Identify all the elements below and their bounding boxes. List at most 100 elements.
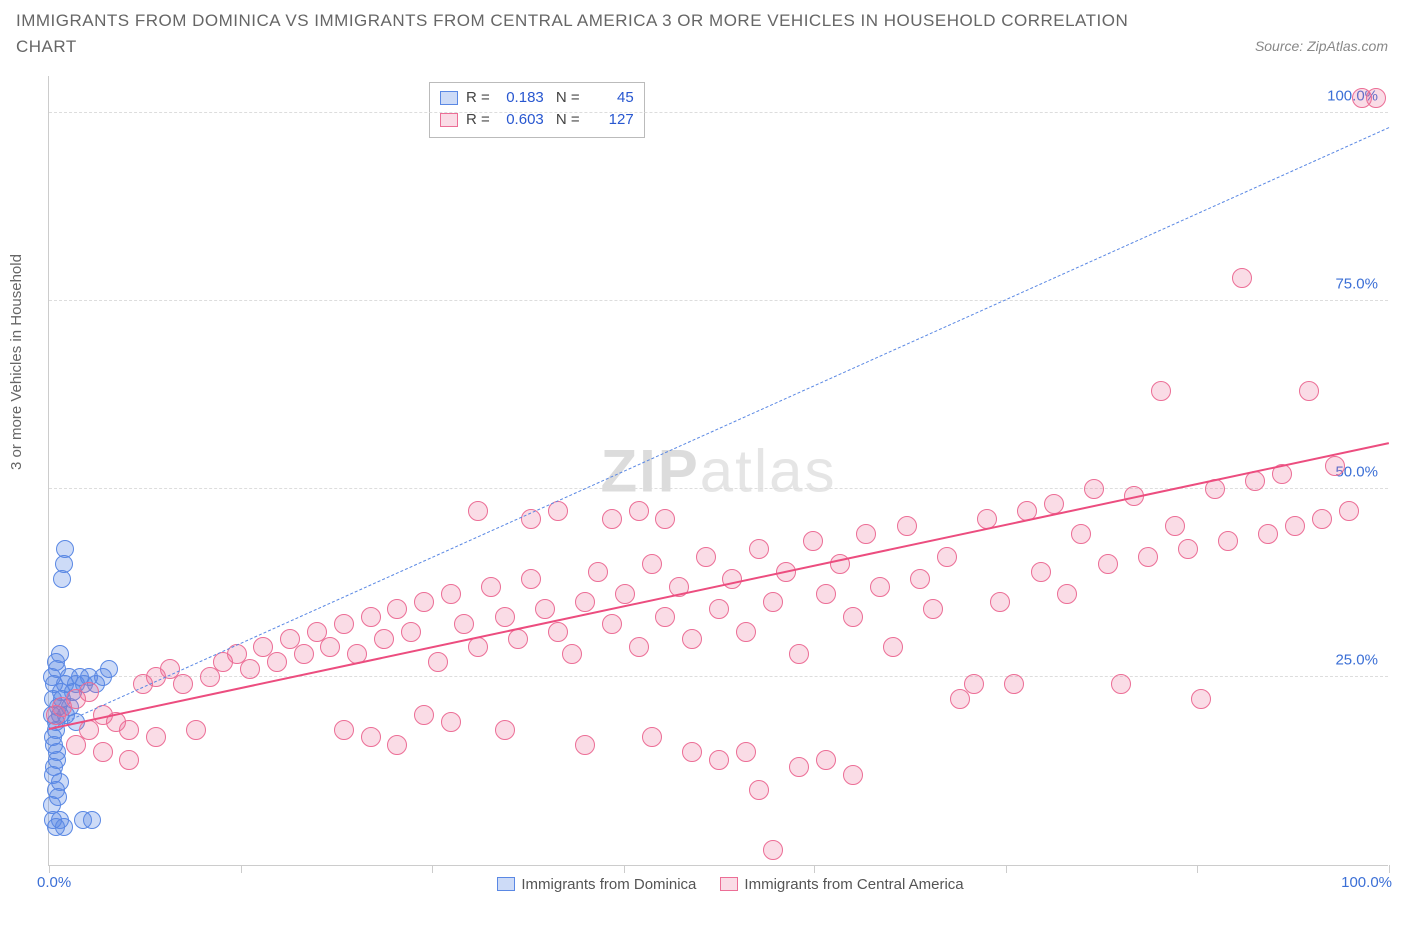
data-point xyxy=(468,501,488,521)
data-point xyxy=(629,637,649,657)
data-point xyxy=(990,592,1010,612)
x-tick xyxy=(1197,865,1198,873)
data-point xyxy=(1366,88,1386,108)
x-tick xyxy=(814,865,815,873)
data-point xyxy=(1218,531,1238,551)
data-point xyxy=(749,539,769,559)
series-swatch-icon xyxy=(440,91,458,105)
data-point xyxy=(146,727,166,747)
data-point xyxy=(870,577,890,597)
x-tick xyxy=(1389,865,1390,873)
data-point xyxy=(66,735,86,755)
y-axis-label: 3 or more Vehicles in Household xyxy=(8,254,25,470)
data-point xyxy=(763,592,783,612)
n-label: N = xyxy=(552,87,580,109)
data-point xyxy=(843,765,863,785)
x-axis-end-label: 100.0% xyxy=(1341,874,1392,891)
data-point xyxy=(789,757,809,777)
chart-title: IMMIGRANTS FROM DOMINICA VS IMMIGRANTS F… xyxy=(16,8,1146,59)
data-point xyxy=(602,509,622,529)
data-point xyxy=(414,592,434,612)
data-point xyxy=(173,674,193,694)
data-point xyxy=(1111,674,1131,694)
data-point xyxy=(709,599,729,619)
data-point xyxy=(100,660,118,678)
data-point xyxy=(548,622,568,642)
data-point xyxy=(575,735,595,755)
data-point xyxy=(1258,524,1278,544)
data-point xyxy=(495,607,515,627)
r-label: R = xyxy=(466,87,490,109)
source-attribution: Source: ZipAtlas.com xyxy=(1255,38,1388,54)
r-value: 0.183 xyxy=(498,87,544,109)
data-point xyxy=(51,645,69,663)
trend-line xyxy=(49,127,1389,730)
data-point xyxy=(481,577,501,597)
data-point xyxy=(361,727,381,747)
data-point xyxy=(749,780,769,800)
data-point xyxy=(1191,689,1211,709)
data-point xyxy=(843,607,863,627)
data-point xyxy=(1165,516,1185,536)
data-point xyxy=(387,599,407,619)
data-point xyxy=(655,607,675,627)
scatter-plot-area: ZIPatlas R =0.183 N =45R =0.603 N =127 I… xyxy=(48,76,1388,866)
data-point xyxy=(414,705,434,725)
data-point xyxy=(1339,501,1359,521)
data-point xyxy=(119,750,139,770)
data-point xyxy=(1299,381,1319,401)
x-tick xyxy=(241,865,242,873)
data-point xyxy=(535,599,555,619)
watermark: ZIPatlas xyxy=(600,436,836,505)
data-point xyxy=(937,547,957,567)
data-point xyxy=(495,720,515,740)
data-point xyxy=(803,531,823,551)
data-point xyxy=(1312,509,1332,529)
data-point xyxy=(1138,547,1158,567)
data-point xyxy=(1004,674,1024,694)
data-point xyxy=(709,750,729,770)
data-point xyxy=(454,614,474,634)
n-value: 45 xyxy=(588,87,634,109)
gridline xyxy=(49,488,1388,489)
data-point xyxy=(763,840,783,860)
y-tick-label: 75.0% xyxy=(1335,275,1378,292)
data-point xyxy=(1245,471,1265,491)
data-point xyxy=(562,644,582,664)
data-point xyxy=(883,637,903,657)
data-point xyxy=(1232,268,1252,288)
data-point xyxy=(320,637,340,657)
data-point xyxy=(79,682,99,702)
data-point xyxy=(910,569,930,589)
data-point xyxy=(361,607,381,627)
data-point xyxy=(629,501,649,521)
data-point xyxy=(682,742,702,762)
data-point xyxy=(615,584,635,604)
data-point xyxy=(736,742,756,762)
data-point xyxy=(964,674,984,694)
data-point xyxy=(186,720,206,740)
data-point xyxy=(816,750,836,770)
data-point xyxy=(682,629,702,649)
data-point xyxy=(119,720,139,740)
data-point xyxy=(93,742,113,762)
data-point xyxy=(334,614,354,634)
x-tick xyxy=(624,865,625,873)
x-tick xyxy=(1006,865,1007,873)
data-point xyxy=(736,622,756,642)
series-swatch-icon xyxy=(440,113,458,127)
data-point xyxy=(1057,584,1077,604)
stats-row: R = 0.183 N = 45 xyxy=(440,87,634,109)
data-point xyxy=(428,652,448,672)
legend-label: Immigrants from Central America xyxy=(744,876,963,893)
bottom-legend: Immigrants from DominicaImmigrants from … xyxy=(49,876,1388,893)
x-tick xyxy=(49,865,50,873)
gridline xyxy=(49,112,1388,113)
stats-legend-box: R =0.183 N =45R =0.603 N =127 xyxy=(429,82,645,138)
data-point xyxy=(642,727,662,747)
data-point xyxy=(655,509,675,529)
data-point xyxy=(374,629,394,649)
data-point xyxy=(240,659,260,679)
data-point xyxy=(897,516,917,536)
data-point xyxy=(1285,516,1305,536)
